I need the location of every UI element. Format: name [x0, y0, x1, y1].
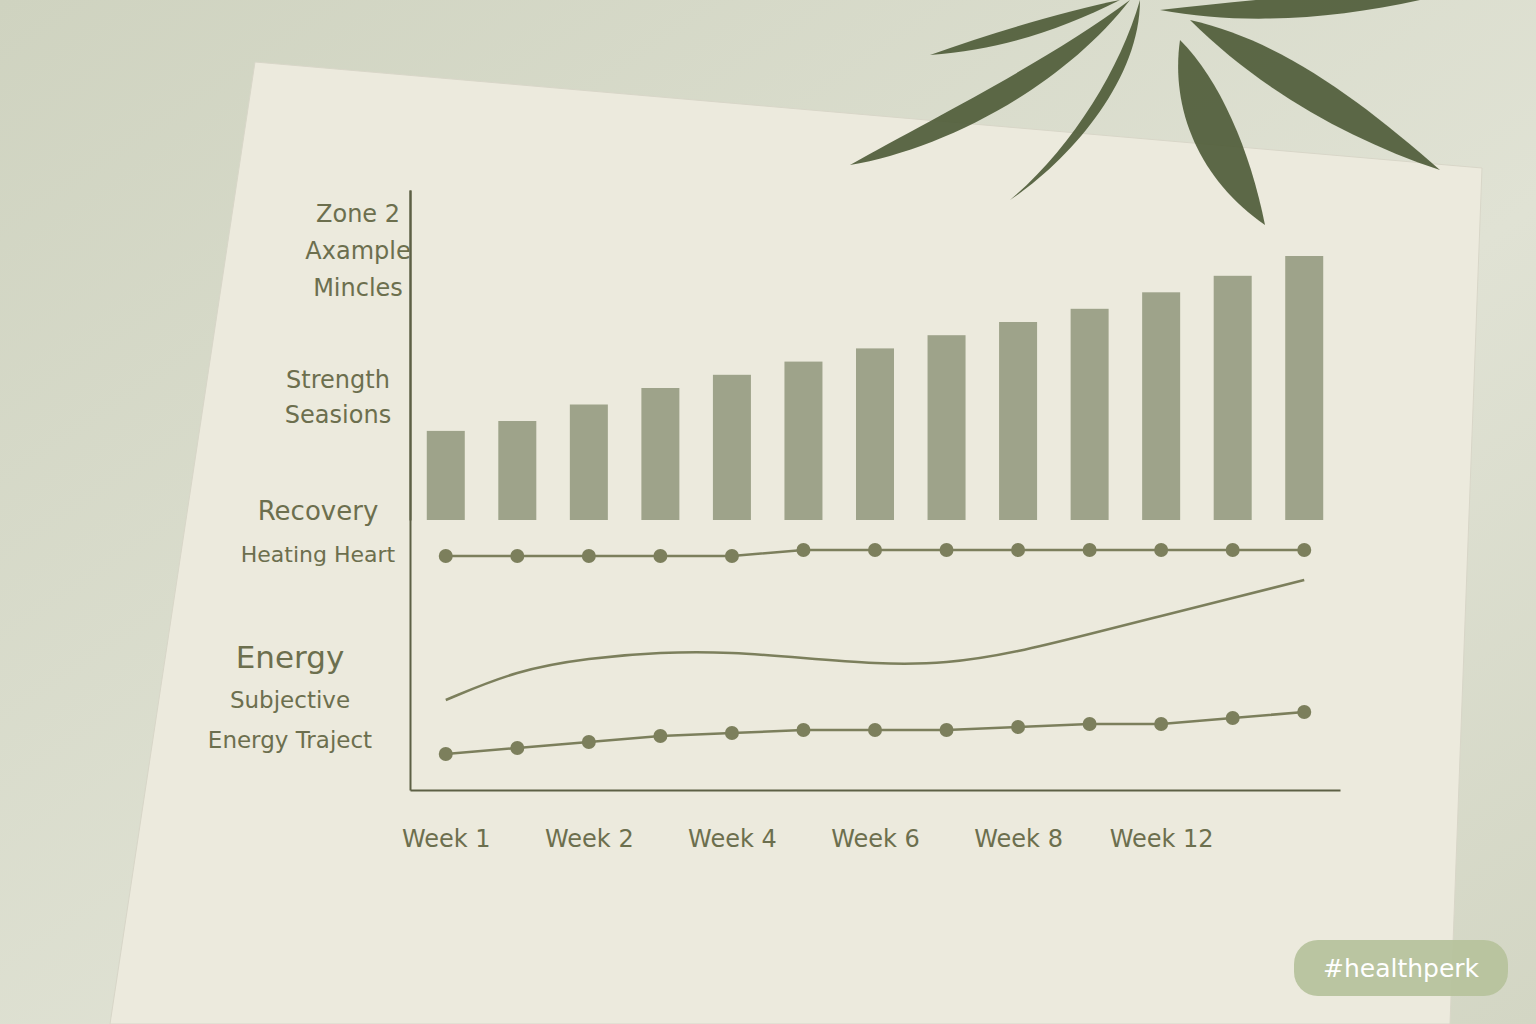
line: [446, 580, 1304, 700]
badge: #healthperk: [1294, 940, 1508, 996]
bar-series: [427, 256, 1323, 520]
bar: [928, 335, 966, 520]
badge-bg: [1294, 940, 1508, 996]
point: [796, 543, 810, 557]
point: [653, 729, 667, 743]
row-label: Recovery: [258, 496, 379, 526]
point: [653, 549, 667, 563]
point: [582, 549, 596, 563]
x-tick: Week 1: [402, 790, 491, 853]
point: [1226, 711, 1240, 725]
point: [1011, 543, 1025, 557]
axis-line: [410, 191, 412, 791]
x-tick-label: Week 12: [1110, 825, 1214, 853]
point: [510, 549, 524, 563]
row-label: Energy: [236, 639, 345, 675]
point: [725, 726, 739, 740]
bar: [713, 375, 751, 520]
x-axis: Week 1 Week 2 Week 4 Week 6 Week 8 Week 12: [402, 790, 1341, 853]
x-tick-label: Week 4: [688, 825, 777, 853]
x-tick: Week 12: [1110, 790, 1214, 853]
row-label: Zone 2: [316, 200, 400, 228]
point: [582, 735, 596, 749]
row-label: Subjective: [230, 687, 350, 713]
bar: [1214, 276, 1252, 520]
x-tick-label: Week 2: [545, 825, 634, 853]
point: [1297, 705, 1311, 719]
point: [868, 543, 882, 557]
line: [446, 712, 1304, 754]
plot-area: [427, 256, 1323, 761]
point: [1154, 717, 1168, 731]
leaves: [850, 0, 1440, 225]
point: [1154, 543, 1168, 557]
x-tick: Week 2: [545, 790, 634, 853]
badge-text: #healthperk: [1323, 954, 1480, 983]
row-label: Energy Traject: [208, 727, 372, 753]
bar: [1071, 309, 1109, 520]
x-tick-label: Week 8: [974, 825, 1063, 853]
bar: [427, 431, 465, 520]
point: [439, 747, 453, 761]
bar: [999, 322, 1037, 520]
bar: [641, 388, 679, 520]
row-label: Axample: [305, 237, 410, 265]
bar: [498, 421, 536, 520]
row-label: Strength: [286, 366, 390, 394]
bar: [784, 362, 822, 520]
point: [940, 543, 954, 557]
point: [1297, 543, 1311, 557]
x-tick-label: Week 1: [402, 825, 491, 853]
point: [868, 723, 882, 737]
y-axis: [410, 191, 411, 791]
point: [1083, 717, 1097, 731]
point: [510, 741, 524, 755]
row-label: Seasions: [285, 401, 391, 429]
bar: [1285, 256, 1323, 520]
leaf: [1160, 0, 1420, 19]
row-labels: Zone 2 Axample Mincles Strength Seasions Reco…: [208, 200, 411, 753]
leaf: [930, 0, 1120, 55]
point: [796, 723, 810, 737]
markers: [439, 705, 1311, 761]
bar: [570, 405, 608, 521]
x-tick: Week 6: [831, 790, 920, 853]
card: [110, 62, 1482, 1024]
point: [725, 549, 739, 563]
point: [1226, 543, 1240, 557]
markers: [439, 543, 1311, 563]
x-tick: Week 4: [688, 790, 777, 853]
point: [439, 549, 453, 563]
bar: [856, 348, 894, 520]
point: [1083, 543, 1097, 557]
row-label: Mincles: [313, 274, 403, 302]
axis-line: [411, 790, 1341, 792]
x-tick-label: Week 6: [831, 825, 920, 853]
row-label: Heating Heart: [241, 542, 396, 567]
x-tick: Week 8: [974, 790, 1063, 853]
point: [940, 723, 954, 737]
leaf: [1190, 20, 1440, 170]
background: [0, 0, 1536, 1024]
bar: [1142, 292, 1180, 520]
chart-page: Week 1 Week 2 Week 4 Week 6 Week 8 Week 12 Zon…: [0, 0, 1536, 1024]
point: [1011, 720, 1025, 734]
leaf: [850, 0, 1130, 165]
